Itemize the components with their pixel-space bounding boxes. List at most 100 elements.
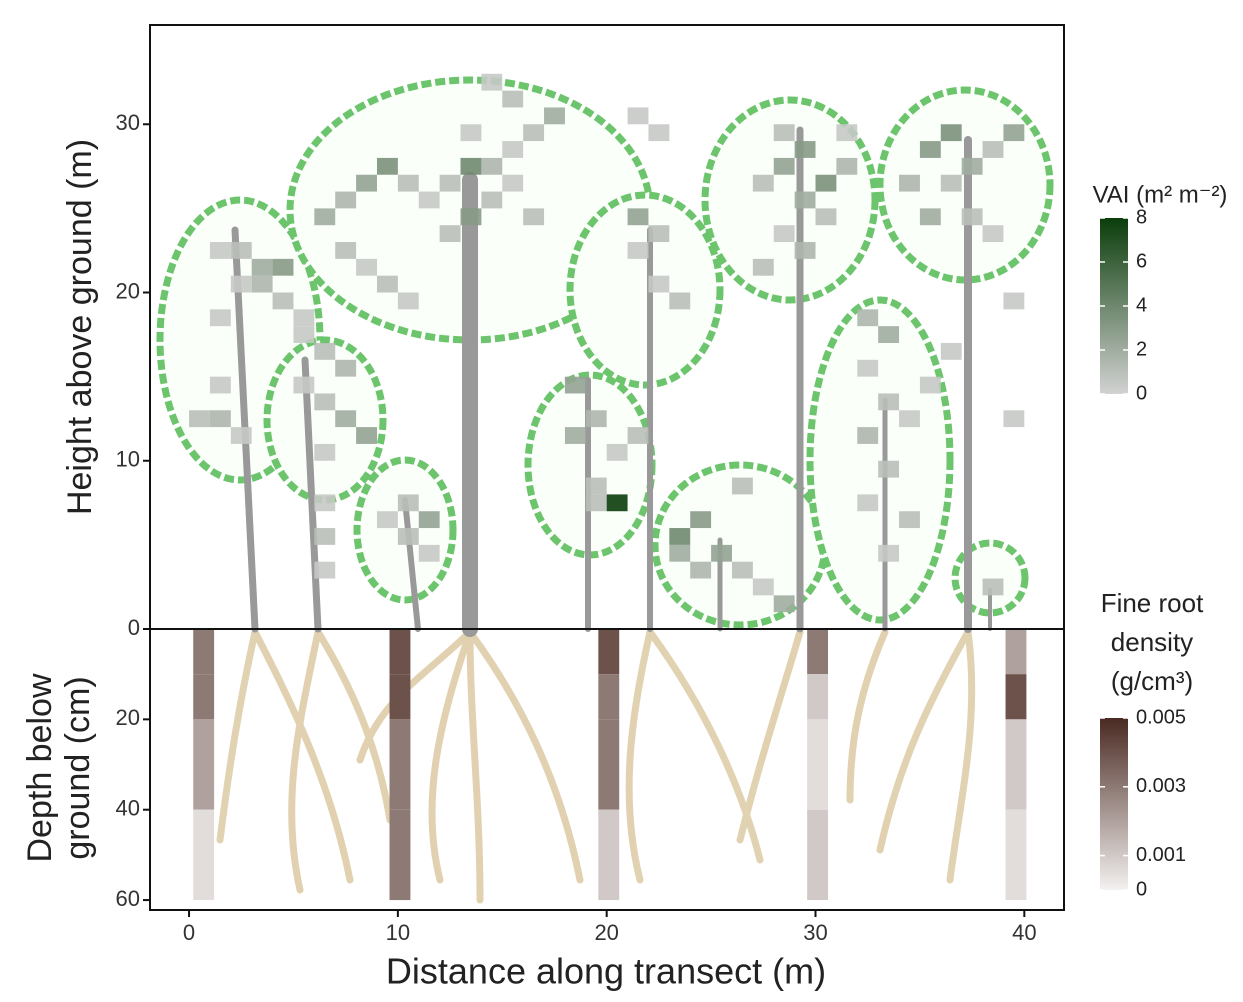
- voxel: [607, 444, 628, 461]
- voxel: [669, 293, 690, 310]
- x-tick-label: 30: [803, 920, 827, 945]
- x-tick-label: 20: [594, 920, 618, 945]
- voxel: [210, 309, 231, 326]
- colorbar-title: density: [1111, 627, 1193, 657]
- voxel: [628, 208, 649, 225]
- y-tick-label: 60: [116, 886, 140, 911]
- voxel: [523, 208, 544, 225]
- y-tick-label: 30: [116, 110, 140, 135]
- tree-illustrations: [160, 80, 1050, 625]
- root-core-segment: [1006, 810, 1027, 900]
- x-tick-label: 10: [386, 920, 410, 945]
- voxel: [690, 511, 711, 528]
- voxel: [419, 545, 440, 562]
- voxel: [878, 393, 899, 410]
- voxel: [857, 360, 878, 377]
- root-core-segment: [807, 674, 828, 719]
- voxel: [502, 141, 523, 158]
- voxel: [711, 545, 732, 562]
- y-axis-title: ground (cm): [59, 676, 97, 859]
- root-core-segment: [807, 810, 828, 900]
- voxel: [920, 141, 941, 158]
- voxel: [377, 158, 398, 175]
- voxel: [941, 175, 962, 192]
- voxel: [878, 461, 899, 478]
- voxel: [628, 427, 649, 444]
- voxel: [795, 242, 816, 259]
- voxel: [398, 175, 419, 192]
- voxel: [962, 158, 983, 175]
- voxel: [774, 595, 795, 612]
- voxel: [481, 74, 502, 91]
- voxel: [314, 528, 335, 545]
- voxel: [544, 107, 565, 124]
- voxel: [648, 225, 669, 242]
- voxel: [398, 293, 419, 310]
- voxel: [314, 208, 335, 225]
- root: [220, 632, 390, 890]
- voxel: [231, 242, 252, 259]
- root-core-segment: [390, 810, 411, 900]
- colorbar-tick-label: 0.003: [1136, 775, 1186, 797]
- voxel: [941, 124, 962, 141]
- colorbar-tick-label: 0.001: [1136, 844, 1186, 866]
- voxel: [440, 175, 461, 192]
- colorbar-tick-label: 0: [1136, 382, 1147, 404]
- root-core-segment: [1006, 719, 1027, 809]
- voxel: [461, 124, 482, 141]
- voxel: [857, 427, 878, 444]
- voxel: [753, 579, 774, 596]
- colorbar-title: VAI (m² m⁻²): [1093, 181, 1228, 208]
- colorbar-tick-label: 2: [1136, 338, 1147, 360]
- voxel: [523, 124, 544, 141]
- voxel: [774, 158, 795, 175]
- voxel: [899, 175, 920, 192]
- colorbar-tick-label: 0: [1136, 878, 1147, 900]
- voxel: [962, 208, 983, 225]
- voxel: [586, 494, 607, 511]
- voxel: [836, 124, 857, 141]
- root-core-segment: [390, 674, 411, 719]
- voxel: [1003, 293, 1024, 310]
- colorbar-tick-label: 8: [1136, 206, 1147, 228]
- voxel: [335, 360, 356, 377]
- voxel: [983, 579, 1004, 596]
- y-tick-label: 0: [128, 615, 140, 640]
- voxel: [774, 124, 795, 141]
- root-core-segment: [598, 810, 619, 900]
- voxel: [398, 494, 419, 511]
- root-core-segment: [807, 719, 828, 809]
- root-core-segment: [598, 629, 619, 674]
- voxel: [816, 175, 837, 192]
- voxel: [481, 158, 502, 175]
- colorbar-tick-label: 0.005: [1136, 706, 1186, 728]
- voxel: [252, 276, 273, 293]
- voxel: [419, 192, 440, 209]
- voxel: [648, 276, 669, 293]
- x-axis-title: Distance along transect (m): [386, 951, 826, 992]
- x-tick-label: 0: [183, 920, 195, 945]
- voxel: [273, 259, 294, 276]
- root: [850, 632, 972, 880]
- voxel: [252, 259, 273, 276]
- colorbar-tick-label: 4: [1136, 294, 1147, 316]
- voxel: [586, 478, 607, 495]
- root-core-segment: [193, 719, 214, 809]
- voxel: [669, 528, 690, 545]
- voxel: [648, 124, 669, 141]
- voxel: [398, 528, 419, 545]
- root-core-segment: [1006, 674, 1027, 719]
- root-core-segment: [598, 674, 619, 719]
- voxel: [1003, 410, 1024, 427]
- voxel: [983, 141, 1004, 158]
- voxel: [356, 175, 377, 192]
- colorbar-tick-label: 6: [1136, 250, 1147, 272]
- y-tick-label: 20: [116, 278, 140, 303]
- voxel: [314, 444, 335, 461]
- voxel: [732, 478, 753, 495]
- y-axis-title: Height above ground (m): [61, 139, 99, 515]
- voxel: [210, 377, 231, 394]
- colorbar-title: Fine root: [1101, 588, 1204, 618]
- voxel: [774, 225, 795, 242]
- voxel: [920, 208, 941, 225]
